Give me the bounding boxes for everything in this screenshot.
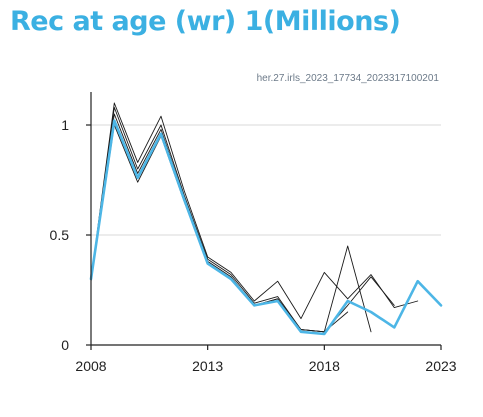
- series-line-retro-3: [90, 113, 372, 333]
- y-tick-label: 1: [61, 117, 69, 133]
- series-line-retro-1: [90, 102, 419, 320]
- grid-lines: [91, 124, 441, 236]
- axes: [86, 92, 442, 350]
- x-tick-label: 2023: [425, 358, 456, 374]
- x-tick-label: 2013: [192, 358, 223, 374]
- series-line-retro-2: [90, 106, 395, 333]
- source-label: her.27.irls_2023_17734_2023317100201: [256, 73, 439, 84]
- y-tick-label: 0: [61, 337, 69, 353]
- series-lines: [89, 102, 443, 336]
- y-tick-label: 0.5: [50, 227, 70, 243]
- x-tick-label: 2008: [75, 358, 106, 374]
- series-line-main: [89, 119, 443, 336]
- tick-labels: 0 0.5 1 2008 2013 2018 2023: [50, 117, 457, 374]
- chart-title: Rec at age (wr) 1(Millions): [10, 6, 401, 37]
- x-tick-label: 2018: [309, 358, 340, 374]
